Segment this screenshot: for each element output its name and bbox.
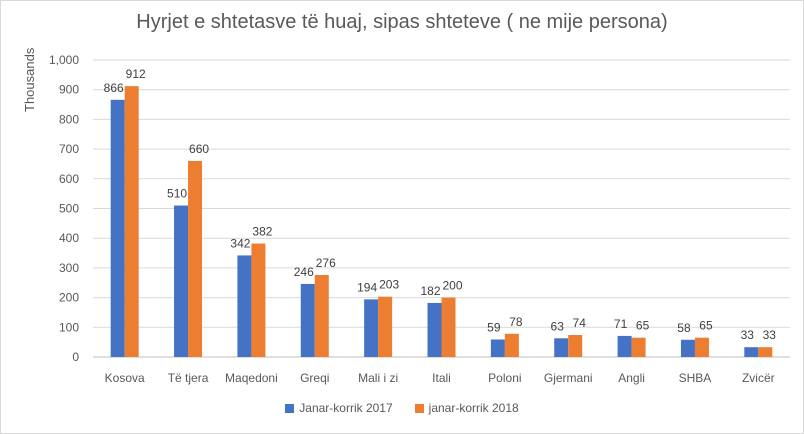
y-tick-label: 600: [59, 172, 79, 186]
y-tick-label: 500: [59, 202, 79, 216]
data-label: 33: [763, 328, 777, 342]
data-label: 71: [614, 317, 628, 331]
x-tick-label: Mali i zi: [358, 371, 398, 385]
data-label: 912: [126, 67, 146, 81]
bar-series-1: [427, 302, 442, 357]
data-label: 74: [573, 316, 587, 330]
x-tick-label: Kosova: [105, 371, 145, 385]
data-label: 510: [167, 187, 187, 201]
bar-series-2: [568, 335, 583, 357]
data-label: 33: [741, 328, 755, 342]
bar-series-2: [441, 297, 456, 357]
data-label: 382: [252, 225, 272, 239]
bar-series-2: [251, 243, 266, 357]
y-tick-label: 100: [59, 320, 79, 334]
bar-series-2: [378, 296, 393, 357]
bar-series-1: [237, 255, 252, 357]
data-label: 660: [189, 142, 209, 156]
legend: Janar-korrik 2017 janar-korrik 2018: [0, 401, 804, 415]
bar-series-1: [300, 283, 315, 357]
y-tick-label: 300: [59, 261, 79, 275]
bar-series-1: [490, 339, 505, 357]
bar-series-1: [554, 338, 569, 357]
bar-series-2: [631, 337, 646, 357]
chart-title: Hyrjet e shtetasve të huaj, sipas shtete…: [136, 11, 668, 33]
x-tick-label: Itali: [432, 371, 451, 385]
data-label: 59: [487, 320, 501, 334]
x-tick-label: SHBA: [679, 371, 712, 385]
bar-series-2: [758, 347, 773, 357]
data-label: 342: [230, 236, 250, 250]
x-tick-label: Maqedoni: [225, 371, 278, 385]
x-tick-label: Angli: [618, 371, 645, 385]
data-label: 63: [551, 319, 565, 333]
y-tick-label: 0: [72, 350, 79, 364]
data-label: 58: [677, 321, 691, 335]
bar-series-1: [174, 205, 189, 357]
x-tick-label: Poloni: [488, 371, 521, 385]
y-tick-label: 400: [59, 231, 79, 245]
x-tick-label: Greqi: [300, 371, 329, 385]
bar-series-1: [110, 99, 125, 357]
data-label: 203: [379, 278, 399, 292]
y-tick-label: 700: [59, 142, 79, 156]
y-tick-label: 1,000: [49, 53, 79, 67]
bar-series-2: [504, 333, 519, 357]
data-label: 200: [442, 279, 462, 293]
data-label: 866: [104, 81, 124, 95]
legend-swatch-series-2: [414, 403, 424, 413]
bar-series-2: [188, 160, 203, 357]
x-tick-label: Zvicër: [742, 371, 775, 385]
bar-series-1: [680, 339, 695, 357]
data-label: 65: [636, 319, 650, 333]
y-tick-label: 800: [59, 112, 79, 126]
legend-label-series-2: janar-korrik 2018: [428, 401, 519, 415]
data-label: 276: [316, 256, 336, 270]
data-label: 65: [699, 319, 713, 333]
bar-series-2: [694, 337, 709, 357]
bar-series-1: [364, 299, 379, 357]
data-label: 78: [509, 315, 523, 329]
data-label: 194: [357, 280, 377, 294]
legend-item-series-1: Janar-korrik 2017: [285, 401, 393, 415]
y-tick-label: 900: [59, 83, 79, 97]
x-tick-label: Të tjera: [168, 371, 209, 385]
legend-item-series-2: janar-korrik 2018: [414, 401, 519, 415]
legend-swatch-series-1: [285, 403, 295, 413]
data-label: 246: [294, 265, 314, 279]
x-tick-label: Gjermani: [544, 371, 593, 385]
legend-label-series-1: Janar-korrik 2017: [299, 401, 393, 415]
bar-series-1: [617, 335, 632, 357]
y-tick-label: 200: [59, 291, 79, 305]
bar-series-2: [124, 86, 139, 358]
bar-series-1: [744, 347, 759, 357]
bar-series-2: [314, 275, 329, 357]
data-label: 182: [420, 284, 440, 298]
